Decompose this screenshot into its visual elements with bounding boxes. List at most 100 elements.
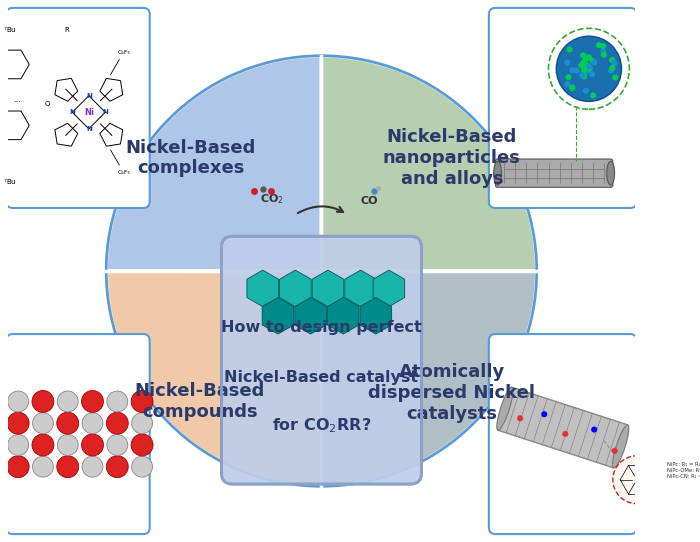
Circle shape (32, 456, 53, 477)
Circle shape (581, 73, 587, 80)
Polygon shape (312, 270, 344, 307)
Polygon shape (373, 270, 405, 307)
Circle shape (562, 431, 568, 437)
Text: N: N (86, 126, 92, 132)
Text: O: O (45, 101, 50, 107)
Circle shape (32, 413, 53, 434)
FancyBboxPatch shape (6, 334, 150, 534)
Circle shape (517, 415, 523, 421)
Circle shape (569, 85, 575, 91)
Text: Nickel-Based catalyst: Nickel-Based catalyst (225, 370, 419, 385)
Circle shape (574, 68, 580, 74)
Circle shape (107, 435, 127, 455)
Circle shape (131, 434, 153, 456)
Circle shape (612, 456, 661, 504)
Circle shape (600, 43, 606, 49)
Text: How to design perfect: How to design perfect (221, 320, 422, 335)
Circle shape (579, 73, 585, 79)
Circle shape (131, 390, 153, 412)
Circle shape (7, 412, 29, 434)
Circle shape (82, 456, 103, 477)
Text: Nickel-Based
nanoparticles
and alloys: Nickel-Based nanoparticles and alloys (383, 128, 521, 188)
Polygon shape (295, 298, 326, 334)
Text: Ni: Ni (84, 108, 94, 117)
Circle shape (82, 434, 104, 456)
Text: for CO$_2$RR?: for CO$_2$RR? (272, 416, 371, 435)
Circle shape (612, 74, 618, 81)
Circle shape (590, 92, 596, 99)
Circle shape (7, 456, 29, 478)
Circle shape (564, 81, 570, 87)
Text: $^{t}$Bu: $^{t}$Bu (4, 24, 17, 35)
Circle shape (106, 456, 128, 478)
Ellipse shape (612, 425, 629, 468)
Text: N: N (69, 109, 75, 115)
Circle shape (580, 53, 586, 59)
Polygon shape (262, 298, 294, 334)
Circle shape (591, 427, 597, 433)
Circle shape (82, 413, 103, 434)
Text: Nickel-Based
compounds: Nickel-Based compounds (134, 382, 265, 421)
Circle shape (609, 57, 615, 63)
Circle shape (586, 54, 592, 60)
Circle shape (82, 390, 104, 412)
Circle shape (57, 456, 78, 478)
Circle shape (582, 68, 588, 74)
Circle shape (57, 435, 78, 455)
Polygon shape (360, 298, 391, 334)
Circle shape (581, 67, 587, 73)
Circle shape (609, 65, 615, 71)
Circle shape (589, 71, 595, 77)
Text: Atomically
dispersed Nickel
catalysts: Atomically dispersed Nickel catalysts (368, 363, 536, 423)
Text: CO: CO (360, 196, 378, 206)
FancyBboxPatch shape (221, 236, 421, 484)
Polygon shape (498, 387, 628, 468)
Circle shape (57, 412, 78, 434)
Circle shape (583, 88, 589, 94)
Polygon shape (328, 298, 359, 334)
FancyBboxPatch shape (489, 8, 637, 208)
Wedge shape (106, 56, 321, 271)
Text: NiPc: R₁ = R₂ = H
NiPc-OMe: R₁,R₂ = OMe
NiPc-CN: R₁ = R₂ = CN: NiPc: R₁ = R₂ = H NiPc-OMe: R₁,R₂ = OMe … (667, 462, 700, 479)
Text: ...: ... (13, 95, 21, 104)
Text: N: N (102, 109, 108, 115)
Text: C₆F₅: C₆F₅ (117, 49, 130, 55)
Circle shape (608, 68, 614, 74)
Circle shape (581, 60, 587, 66)
Circle shape (556, 36, 622, 101)
Circle shape (586, 66, 592, 73)
Circle shape (601, 52, 607, 58)
Circle shape (32, 390, 54, 412)
Circle shape (569, 67, 575, 73)
Circle shape (57, 391, 78, 412)
Circle shape (582, 57, 589, 63)
Circle shape (580, 61, 586, 67)
Circle shape (566, 47, 573, 53)
Ellipse shape (497, 387, 513, 430)
Circle shape (582, 64, 589, 70)
Circle shape (578, 62, 584, 68)
Circle shape (587, 64, 592, 70)
Circle shape (585, 63, 591, 69)
Circle shape (8, 435, 29, 455)
Circle shape (601, 48, 606, 54)
Circle shape (582, 69, 588, 75)
Circle shape (541, 411, 547, 417)
FancyBboxPatch shape (6, 8, 150, 208)
Wedge shape (106, 271, 321, 486)
Text: N: N (86, 93, 92, 99)
Circle shape (611, 60, 617, 66)
Circle shape (569, 85, 575, 91)
Circle shape (107, 391, 127, 412)
Wedge shape (321, 271, 537, 486)
Polygon shape (247, 270, 279, 307)
Circle shape (592, 59, 597, 66)
Circle shape (32, 434, 54, 456)
Text: Nickel-Based
complexes: Nickel-Based complexes (126, 139, 256, 177)
FancyBboxPatch shape (489, 334, 637, 534)
Circle shape (8, 391, 29, 412)
FancyBboxPatch shape (496, 159, 612, 188)
Text: CO$_2$: CO$_2$ (260, 192, 284, 206)
Circle shape (566, 74, 571, 80)
Circle shape (586, 63, 592, 69)
